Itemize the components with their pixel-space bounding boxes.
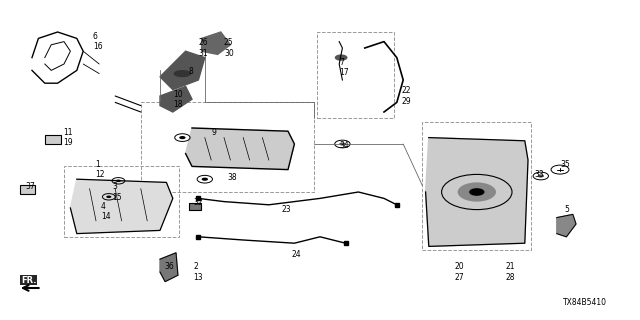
Circle shape <box>458 182 496 202</box>
Text: 1
12: 1 12 <box>95 160 104 180</box>
Bar <box>189 203 201 210</box>
Text: 38: 38 <box>227 173 237 182</box>
Ellipse shape <box>174 71 191 76</box>
Circle shape <box>106 196 111 198</box>
Text: 5: 5 <box>564 205 570 214</box>
Text: 21
28: 21 28 <box>506 262 515 282</box>
Text: 8: 8 <box>189 67 193 76</box>
Bar <box>20 185 35 194</box>
Text: 24: 24 <box>291 250 301 259</box>
Text: 23: 23 <box>282 205 291 214</box>
Text: 6
16: 6 16 <box>93 32 102 52</box>
Text: 36: 36 <box>164 262 174 271</box>
Text: TX84B5410: TX84B5410 <box>563 298 607 307</box>
Text: 3
15: 3 15 <box>112 182 122 202</box>
Text: 34: 34 <box>339 141 349 150</box>
Text: 7
17: 7 17 <box>339 58 349 77</box>
Circle shape <box>116 180 121 182</box>
Circle shape <box>179 136 186 139</box>
Polygon shape <box>70 179 173 234</box>
Text: FR.: FR. <box>21 276 36 285</box>
Text: 26
31: 26 31 <box>198 38 208 58</box>
Polygon shape <box>160 86 192 112</box>
Polygon shape <box>202 32 230 54</box>
Circle shape <box>335 54 348 61</box>
Bar <box>422 122 531 250</box>
Text: 33: 33 <box>534 170 544 179</box>
Polygon shape <box>160 253 178 282</box>
Text: 10
18: 10 18 <box>173 90 182 109</box>
Text: 37: 37 <box>26 182 35 191</box>
Text: 2
13: 2 13 <box>193 262 203 282</box>
Text: 35: 35 <box>561 160 570 169</box>
Polygon shape <box>186 128 294 170</box>
Circle shape <box>469 188 484 196</box>
Bar <box>45 135 61 144</box>
Polygon shape <box>557 214 576 237</box>
Text: 32: 32 <box>193 198 203 207</box>
Text: 11
19: 11 19 <box>63 128 72 148</box>
Text: 20
27: 20 27 <box>454 262 464 282</box>
Bar <box>64 166 179 237</box>
Bar <box>317 32 394 118</box>
Bar <box>141 102 314 192</box>
Text: 22
29: 22 29 <box>402 86 412 106</box>
Polygon shape <box>160 51 205 90</box>
Text: 4
14: 4 14 <box>101 202 111 221</box>
Circle shape <box>538 174 544 178</box>
Text: 25
30: 25 30 <box>224 38 234 58</box>
Circle shape <box>339 142 346 146</box>
Circle shape <box>202 178 208 181</box>
Text: 9: 9 <box>211 128 216 137</box>
Polygon shape <box>426 138 528 246</box>
